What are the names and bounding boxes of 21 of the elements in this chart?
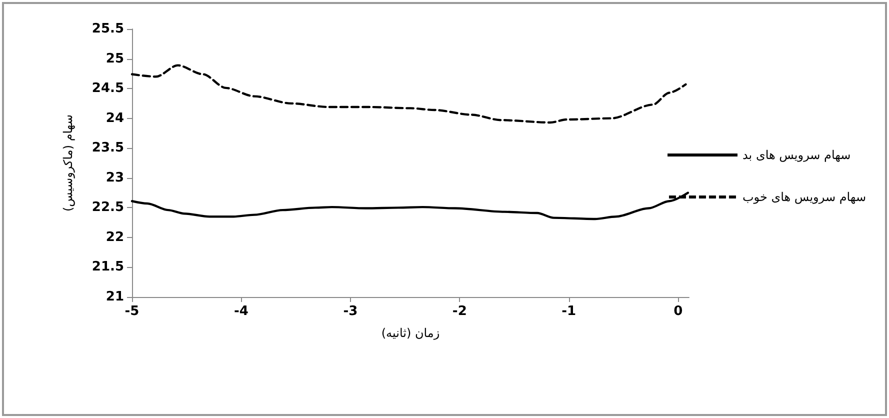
y-tick-label: 22: [106, 230, 124, 245]
y-tick-label: 24: [106, 110, 124, 126]
y-tick-label: 21: [106, 290, 124, 304]
x-tick-label: -3: [343, 304, 358, 319]
x-tick-label: -2: [452, 304, 467, 319]
x-tick-label: 0: [674, 304, 683, 319]
x-tick-label: -1: [562, 304, 576, 319]
x-tick-label: -4: [234, 304, 248, 319]
y-axis-title: سهام (ماکروسیس): [61, 114, 75, 212]
x-axis-title: زمان (ثانیه): [381, 326, 440, 340]
legend-label: سهام سرویس های خوب: [742, 190, 866, 204]
line-series: [130, 64, 687, 124]
y-tick-label: 23.5: [92, 140, 124, 156]
y-tick-label: 23: [106, 170, 124, 186]
y-tick-label: 21.5: [92, 260, 124, 275]
y-tick-label: 24.5: [92, 81, 124, 96]
y-tick-label: 25.5: [92, 22, 124, 36]
y-tick-label: 22.5: [92, 200, 124, 216]
legend-label: سهام سرویس های بد: [742, 148, 851, 162]
x-tick-label: -5: [124, 304, 140, 319]
y-tick-label: 25: [106, 51, 124, 66]
